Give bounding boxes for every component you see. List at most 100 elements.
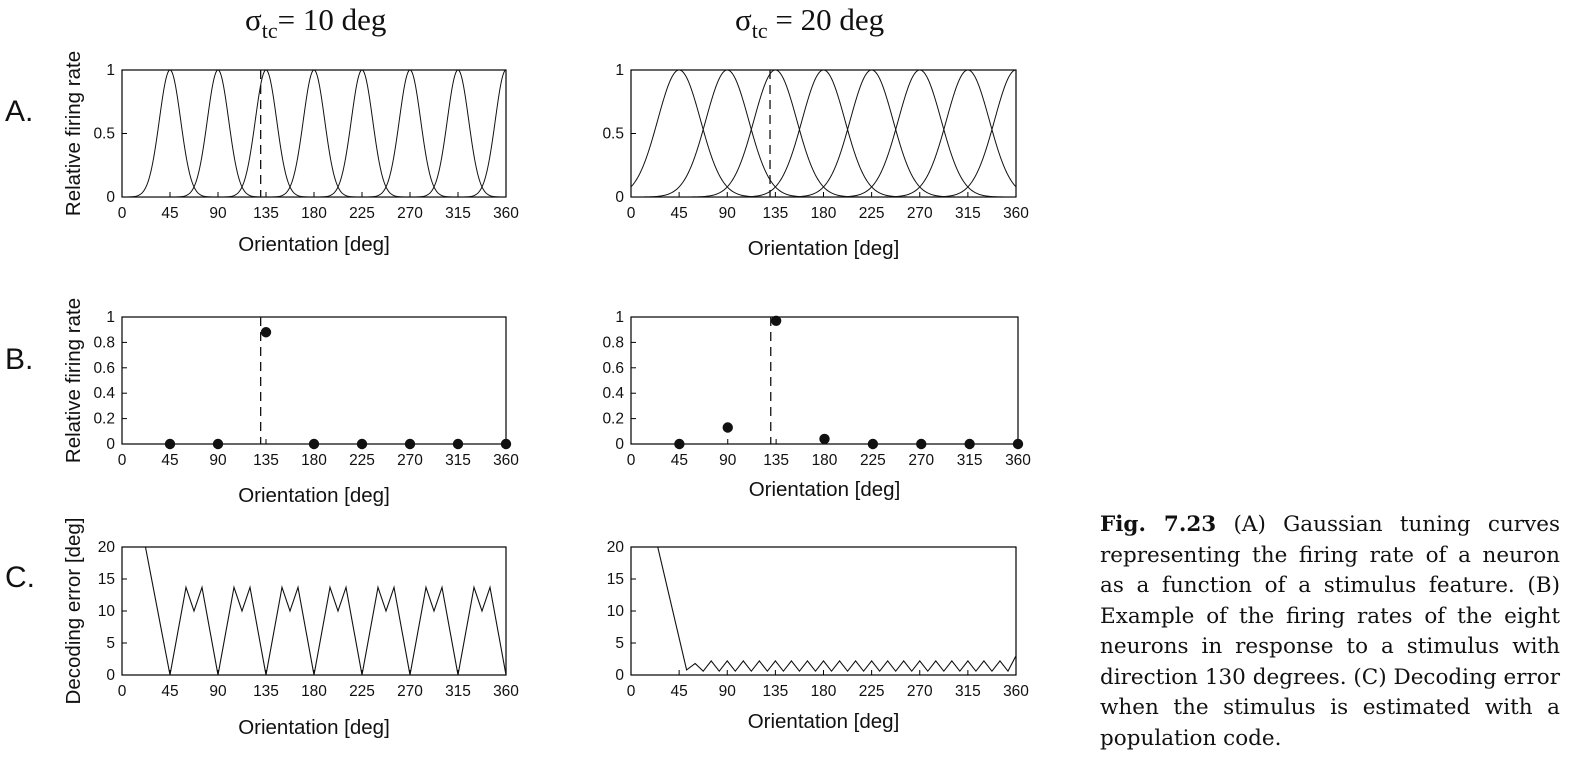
y-tick-label: 10 bbox=[607, 603, 625, 620]
x-tick-label: 270 bbox=[907, 205, 933, 222]
x-tick-label: 315 bbox=[955, 683, 981, 700]
plot-frame bbox=[630, 546, 1017, 676]
panel-a1: 0 45 90 135 180 225 270 315 360 0 0.5 1 Orientation … bbox=[62, 51, 519, 256]
y-tick-label: 5 bbox=[615, 635, 624, 652]
tuning-curve-180 bbox=[122, 70, 506, 197]
y-tick-label: 10 bbox=[98, 603, 116, 620]
x-tick-label: 360 bbox=[1005, 452, 1031, 469]
x-tick-label: 45 bbox=[671, 683, 688, 700]
x-tick-label: 225 bbox=[349, 683, 375, 700]
panel-c1: 0 45 90 135 180 225 270 315 360 0 5 10 15 20 Orientati… bbox=[62, 518, 519, 739]
x-tick-label: 90 bbox=[719, 452, 737, 469]
y-tick-label: 0 bbox=[615, 667, 624, 684]
tuning-curve-225 bbox=[122, 70, 506, 197]
x-tick-label: 360 bbox=[493, 205, 519, 222]
x-tick-label: 135 bbox=[253, 452, 279, 469]
tuning-curve-45 bbox=[631, 70, 1016, 197]
x-tick-label: 180 bbox=[811, 683, 837, 700]
x-tick-label: 0 bbox=[118, 452, 127, 469]
x-tick-label: 90 bbox=[209, 452, 227, 469]
x-axis-label: Orientation [deg] bbox=[238, 233, 390, 256]
x-tick-label: 270 bbox=[397, 683, 423, 700]
x-tick-label: 360 bbox=[493, 683, 519, 700]
plot-frame bbox=[630, 69, 1017, 198]
panel-c2: 0 45 90 135 180 225 270 315 360 0 5 10 15 20 Orientati… bbox=[607, 539, 1030, 733]
tuning-curve-225 bbox=[631, 70, 1016, 197]
sigma-subscript: tc bbox=[752, 18, 768, 43]
x-tick-label: 315 bbox=[957, 452, 983, 469]
y-tick-label: 0 bbox=[615, 189, 624, 206]
x-tick-label: 45 bbox=[161, 205, 178, 222]
x-tick-label: 270 bbox=[908, 452, 934, 469]
y-tick-label: 1 bbox=[615, 309, 624, 326]
tuning-curve-315 bbox=[122, 70, 506, 197]
x-tick-label: 270 bbox=[397, 452, 423, 469]
x-axis-label: Orientation [deg] bbox=[748, 710, 900, 733]
column-header-1: σtc= 10 deg bbox=[245, 2, 386, 43]
x-tick-label: 0 bbox=[118, 205, 127, 222]
firing-rate-point-270 bbox=[916, 438, 927, 450]
firing-rate-point-315 bbox=[964, 438, 975, 450]
firing-rate-point-45 bbox=[164, 438, 176, 450]
tuning-curve-270 bbox=[631, 70, 1016, 197]
y-tick-label: 0.8 bbox=[93, 334, 115, 351]
x-tick-label: 270 bbox=[907, 683, 933, 700]
caption-label: Fig. 7.23 bbox=[1100, 512, 1217, 537]
y-tick-label: 0 bbox=[106, 436, 115, 453]
x-tick-label: 45 bbox=[671, 205, 688, 222]
x-tick-label: 225 bbox=[859, 683, 885, 700]
sigma-symbol: σ bbox=[245, 2, 262, 37]
y-tick-label: 0.5 bbox=[93, 126, 115, 143]
plot-frame bbox=[121, 69, 507, 198]
x-tick-label: 135 bbox=[762, 205, 788, 222]
tuning-curve-135 bbox=[631, 70, 1016, 197]
x-tick-label: 315 bbox=[445, 683, 471, 700]
x-tick-label: 135 bbox=[762, 683, 788, 700]
x-tick-label: 315 bbox=[445, 205, 471, 222]
x-tick-label: 225 bbox=[860, 452, 886, 469]
y-tick-label: 5 bbox=[106, 635, 115, 652]
y-tick-label: 0.2 bbox=[93, 411, 115, 428]
x-axis-label: Orientation [deg] bbox=[238, 716, 390, 739]
figure-caption: Fig. 7.23 (A) Gaussian tuning curves rep… bbox=[1100, 510, 1560, 754]
x-tick-label: 180 bbox=[301, 683, 327, 700]
x-tick-label: 180 bbox=[301, 205, 327, 222]
x-tick-label: 360 bbox=[1003, 683, 1029, 700]
panel-b2: 0 45 90 135 180 225 270 315 360 0 0.2 0.4 0.6 0.8 1 Ori… bbox=[602, 309, 1031, 501]
firing-rate-point-45 bbox=[674, 438, 685, 450]
x-tick-label: 360 bbox=[1003, 205, 1029, 222]
x-tick-label: 0 bbox=[627, 683, 636, 700]
y-tick-label: 0.4 bbox=[93, 385, 115, 402]
firing-rate-point-90 bbox=[212, 438, 224, 450]
x-tick-label: 45 bbox=[161, 452, 178, 469]
tuning-curve-360 bbox=[631, 70, 1016, 197]
firing-rate-point-315 bbox=[452, 438, 464, 450]
x-tick-label: 135 bbox=[763, 452, 789, 469]
x-tick-label: 135 bbox=[253, 205, 279, 222]
x-tick-label: 0 bbox=[627, 205, 636, 222]
tuning-curve-135 bbox=[122, 70, 506, 197]
x-tick-label: 180 bbox=[811, 205, 837, 222]
y-tick-label: 0 bbox=[106, 667, 115, 684]
row-label-b: B. bbox=[5, 343, 33, 376]
y-tick-label: 0 bbox=[615, 436, 624, 453]
firing-rate-point-360 bbox=[1012, 438, 1024, 450]
sigma-symbol: σ bbox=[735, 2, 752, 37]
plot-area bbox=[657, 547, 1016, 673]
x-axis-label: Orientation [deg] bbox=[238, 484, 390, 507]
decoding-error-line bbox=[144, 547, 506, 675]
firing-rate-point-90 bbox=[722, 422, 733, 433]
y-tick-label: 1 bbox=[615, 62, 624, 79]
caption-text: (A) Gaussian tuning curves representing … bbox=[1100, 512, 1560, 751]
tuning-curve-45 bbox=[122, 70, 506, 197]
plot-frame bbox=[121, 546, 507, 676]
y-tick-label: 20 bbox=[607, 539, 625, 556]
decoding-error-line bbox=[657, 547, 1016, 673]
x-tick-label: 270 bbox=[397, 205, 423, 222]
x-tick-label: 225 bbox=[349, 205, 375, 222]
x-tick-label: 180 bbox=[301, 452, 327, 469]
sigma-value: = 10 deg bbox=[278, 2, 387, 37]
x-tick-label: 90 bbox=[719, 205, 737, 222]
plot-frame bbox=[630, 316, 1019, 445]
tuning-curve-270 bbox=[122, 70, 506, 197]
